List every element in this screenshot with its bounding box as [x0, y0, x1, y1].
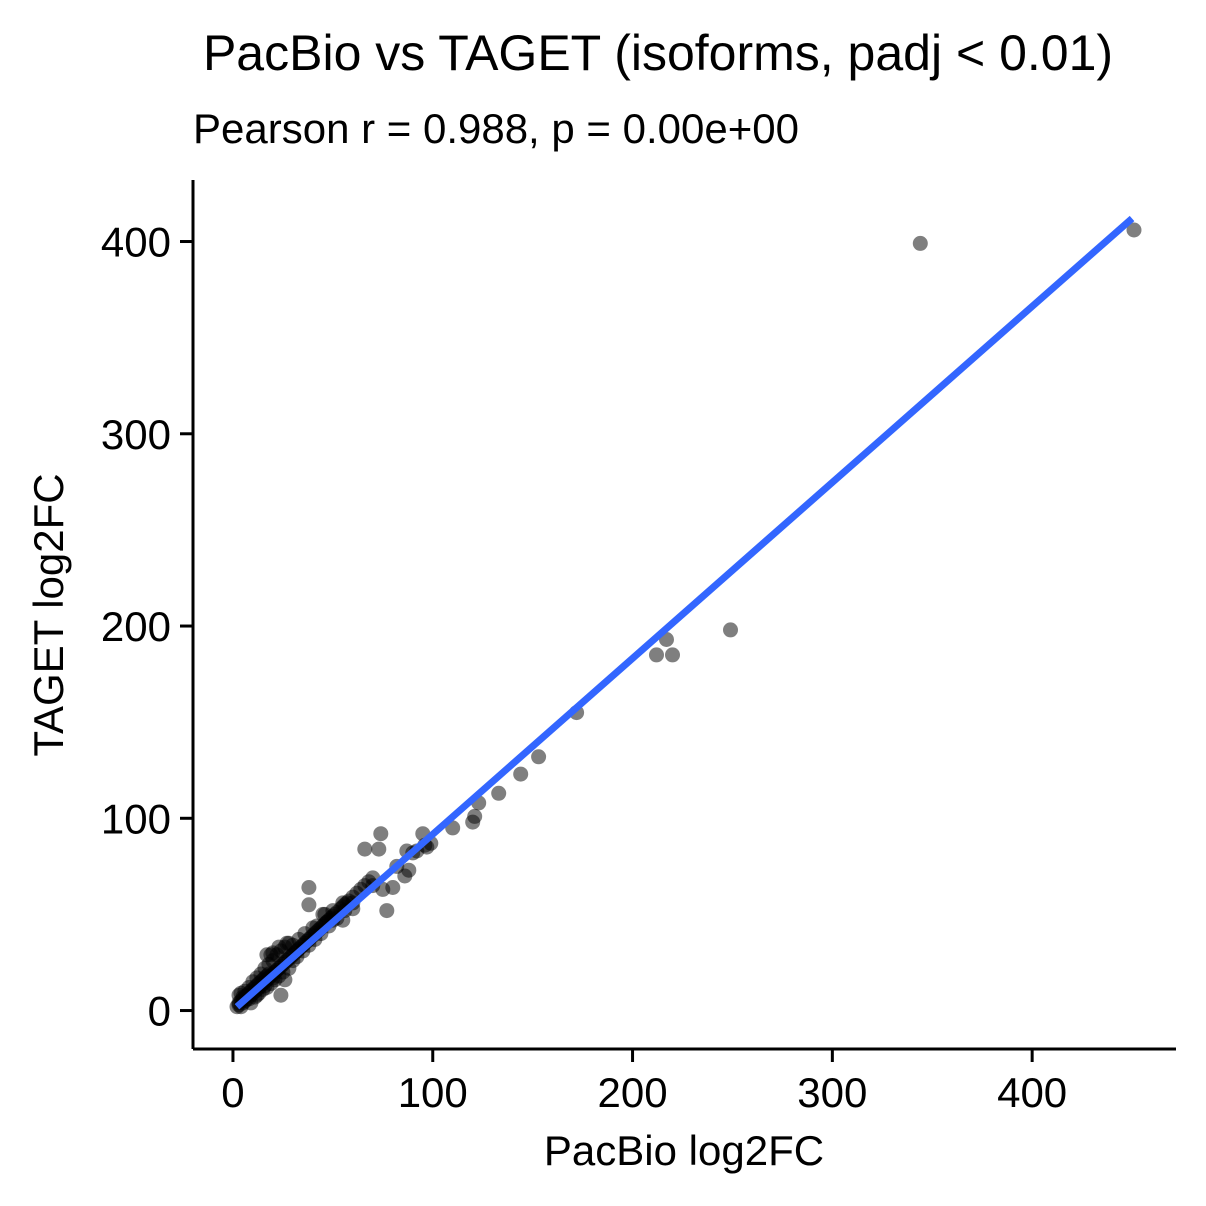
y-tick-label: 200 [101, 603, 171, 650]
axes-layer: 0 100 200 300 400 0 100 200 300 400 [101, 180, 1176, 1116]
data-point [665, 647, 680, 663]
data-point [467, 808, 483, 824]
x-tick-label: 300 [797, 1069, 867, 1116]
data-point [401, 862, 417, 878]
y-tick-label: 300 [101, 411, 171, 458]
data-point [373, 826, 389, 842]
chart-subtitle: Pearson r = 0.988, p = 0.00e+00 [193, 105, 799, 152]
y-tick-label: 400 [101, 219, 171, 266]
y-axis-title: TAGET log2FC [25, 473, 72, 756]
fit-line-layer [234, 215, 1135, 1010]
data-point [491, 785, 507, 801]
data-point [357, 841, 373, 857]
data-point [385, 880, 401, 895]
x-tick-label: 200 [598, 1069, 668, 1116]
data-point [1126, 222, 1142, 238]
x-tick-label: 100 [398, 1069, 468, 1116]
data-point [273, 987, 289, 1003]
x-tick-label: 400 [997, 1069, 1067, 1116]
data-point [649, 647, 664, 663]
data-point [912, 235, 928, 251]
chart-title: PacBio vs TAGET (isoforms, padj < 0.01) [203, 25, 1113, 81]
data-point [277, 972, 293, 988]
data-point [301, 897, 317, 913]
data-point [301, 880, 317, 895]
regression-line [234, 215, 1135, 1010]
x-axis-title: PacBio log2FC [544, 1127, 824, 1174]
data-point [379, 903, 395, 919]
data-point [531, 749, 547, 765]
x-tick-label: 0 [221, 1069, 244, 1116]
data-point [371, 841, 387, 857]
y-tick-label: 0 [148, 988, 171, 1035]
data-point [723, 622, 738, 638]
data-point [513, 766, 529, 782]
y-tick-label: 100 [101, 795, 171, 842]
